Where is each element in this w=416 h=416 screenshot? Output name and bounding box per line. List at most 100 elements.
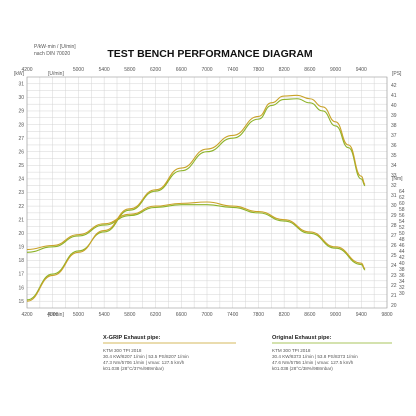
y-left-unit: [kW] — [14, 71, 25, 77]
y-right-power-tick-36: 36 — [391, 143, 397, 149]
y-left-tick-22: 22 — [18, 204, 24, 210]
legend-original-line-3: 47.6 Nm/5756 1/min | vmax: 127.5 km/h — [272, 360, 354, 365]
x-bottom-tick-9800: 9800 — [381, 312, 392, 318]
x-top-tick-7000: 7000 — [201, 67, 212, 73]
y-left-tick-26: 26 — [18, 149, 24, 155]
series-layer — [26, 94, 366, 302]
x-top-tick-8600: 8600 — [304, 67, 315, 73]
chart-title: TEST BENCH PERFORMANCE DIAGRAM — [107, 48, 313, 60]
x-bottom-tick-7400: 7400 — [227, 312, 238, 318]
series-original-torque-line — [26, 204, 366, 271]
x-bottom-tick-6200: 6200 — [150, 312, 161, 318]
x-top-tick-5400: 5400 — [99, 67, 110, 73]
y-right-power-tick-39: 39 — [391, 113, 397, 119]
y-right-power-tick-27: 27 — [391, 233, 397, 239]
legend-original-heading: Original Exhaust pipe: — [272, 335, 332, 341]
y-right-power-tick-21: 21 — [391, 293, 397, 299]
y-right-power-tick-37: 37 — [391, 133, 397, 139]
y-right-torque-tick-60: 60 — [399, 201, 405, 207]
x-top-tick-6200: 6200 — [150, 67, 161, 73]
legend-original-line-1: KTM 300 TPI 2018 — [272, 348, 311, 353]
y-right-power-tick-26: 26 — [391, 243, 397, 249]
y-right-power-tick-38: 38 — [391, 123, 397, 129]
y-left-tick-16: 16 — [18, 285, 24, 291]
legend-xgrip-line-1: KTM 300 TPI 2018 — [103, 348, 142, 353]
plot-frame — [26, 76, 388, 309]
y-right-power-tick-29: 29 — [391, 213, 397, 219]
y-axis-right-power: 42 41 40 39 38 37 36 35 34 33 32 31 30 29 28 27 26 25 24 23… — [391, 83, 397, 309]
x-axis-bottom: 4200 4600 5000 5400 5800 6200 6600 7000 7400 7800… — [21, 312, 392, 318]
chart-note-1: P/kW·min / [U/min] — [34, 44, 76, 50]
y-right-torque-tick-30: 30 — [399, 291, 405, 297]
y-right-torque-tick-50: 50 — [399, 231, 405, 237]
y-right-torque-tick-48: 48 — [399, 237, 405, 243]
x-bottom-tick-8600: 8600 — [304, 312, 315, 318]
legend-xgrip-line-3: 47.3 Nm/5706 1/min | vmax: 127.5 km/h — [103, 360, 185, 365]
y-right-power-tick-42: 42 — [391, 83, 397, 89]
series-xgrip-torque-line — [26, 201, 366, 270]
x-top-tick-5000: 5000 — [73, 67, 84, 73]
x-bottom-tick-9400: 9400 — [356, 312, 367, 318]
y-left-tick-19: 19 — [18, 245, 24, 251]
x-top-tick-7400: 7400 — [227, 67, 238, 73]
y-right-torque-tick-34: 34 — [399, 279, 405, 285]
x-bottom-tick-7800: 7800 — [253, 312, 264, 318]
y-right-torque-tick-62: 62 — [399, 195, 405, 201]
y-right-torque-tick-64: 64 — [399, 189, 405, 195]
x-top-unit: [U/min] — [48, 71, 64, 77]
x-top-tick-6600: 6600 — [176, 67, 187, 73]
y-left-tick-27: 27 — [18, 136, 24, 142]
x-bottom-tick-8200: 8200 — [279, 312, 290, 318]
y-left-tick-17: 17 — [18, 272, 24, 278]
grid — [26, 77, 388, 308]
y-left-tick-20: 20 — [18, 231, 24, 237]
y-right-power-tick-30: 30 — [391, 203, 397, 209]
y-left-tick-29: 29 — [18, 109, 24, 115]
y-left-tick-24: 24 — [18, 177, 24, 183]
x-bottom-tick-5400: 5400 — [99, 312, 110, 318]
x-axis-top: 4200 5000 5400 5800 6200 6600 7000 7400 7800 8200… — [21, 67, 367, 73]
y-right-power-tick-33: 33 — [391, 173, 397, 179]
legend-original-line-4: k01.038 (28°C/38%/988mbar) — [272, 366, 333, 371]
x-bottom-tick-5800: 5800 — [124, 312, 135, 318]
y-axis-left: 31 30 29 28 27 26 25 24 23 22 21 20 19 18 17 16 15 — [18, 81, 24, 304]
series-xgrip-power-line — [26, 94, 366, 302]
x-bottom-tick-4200: 4200 — [21, 312, 32, 318]
y-right-power-unit: [PS] — [392, 71, 402, 77]
y-right-torque-unit: [Nm] — [392, 176, 403, 182]
y-right-power-tick-40: 40 — [391, 103, 397, 109]
y-right-torque-tick-32: 32 — [399, 285, 405, 291]
y-right-power-tick-32: 32 — [391, 183, 397, 189]
series-original-power-line — [26, 98, 366, 301]
x-bottom-unit: [U/min] — [48, 312, 64, 318]
y-right-torque-tick-40: 40 — [399, 261, 405, 267]
y-right-power-tick-34: 34 — [391, 163, 397, 169]
x-top-tick-8200: 8200 — [279, 67, 290, 73]
y-right-torque-tick-54: 54 — [399, 219, 405, 225]
x-bottom-tick-6600: 6600 — [176, 312, 187, 318]
legend-xgrip: X-GRIP Exhaust pipe: KTM 300 TPI 2018 30… — [103, 335, 236, 371]
x-top-tick-9000: 9000 — [330, 67, 341, 73]
x-top-tick-9400: 9400 — [356, 67, 367, 73]
y-left-tick-25: 25 — [18, 163, 24, 169]
y-left-tick-23: 23 — [18, 190, 24, 196]
y-right-torque-tick-44: 44 — [399, 249, 405, 255]
y-right-power-tick-23: 23 — [391, 273, 397, 279]
x-bottom-tick-7000: 7000 — [201, 312, 212, 318]
y-right-torque-tick-46: 46 — [399, 243, 405, 249]
y-right-torque-tick-58: 58 — [399, 207, 405, 213]
legend-original-line-2: 30.4 KW/8373 1/min | 53.8 PS/8373 1/min — [272, 354, 358, 359]
y-right-torque-tick-52: 52 — [399, 225, 405, 231]
y-right-power-tick-35: 35 — [391, 153, 397, 159]
x-bottom-tick-9000: 9000 — [330, 312, 341, 318]
legend-xgrip-heading: X-GRIP Exhaust pipe: — [103, 335, 161, 341]
x-top-tick-4200: 4200 — [21, 67, 32, 73]
y-right-power-tick-41: 41 — [391, 93, 397, 99]
legend-original: Original Exhaust pipe: KTM 300 TPI 2018 … — [272, 335, 392, 371]
y-right-power-tick-24: 24 — [391, 263, 397, 269]
y-right-power-tick-28: 28 — [391, 223, 397, 229]
y-right-power-tick-20: 20 — [391, 303, 397, 309]
y-right-torque-tick-42: 42 — [399, 255, 405, 261]
